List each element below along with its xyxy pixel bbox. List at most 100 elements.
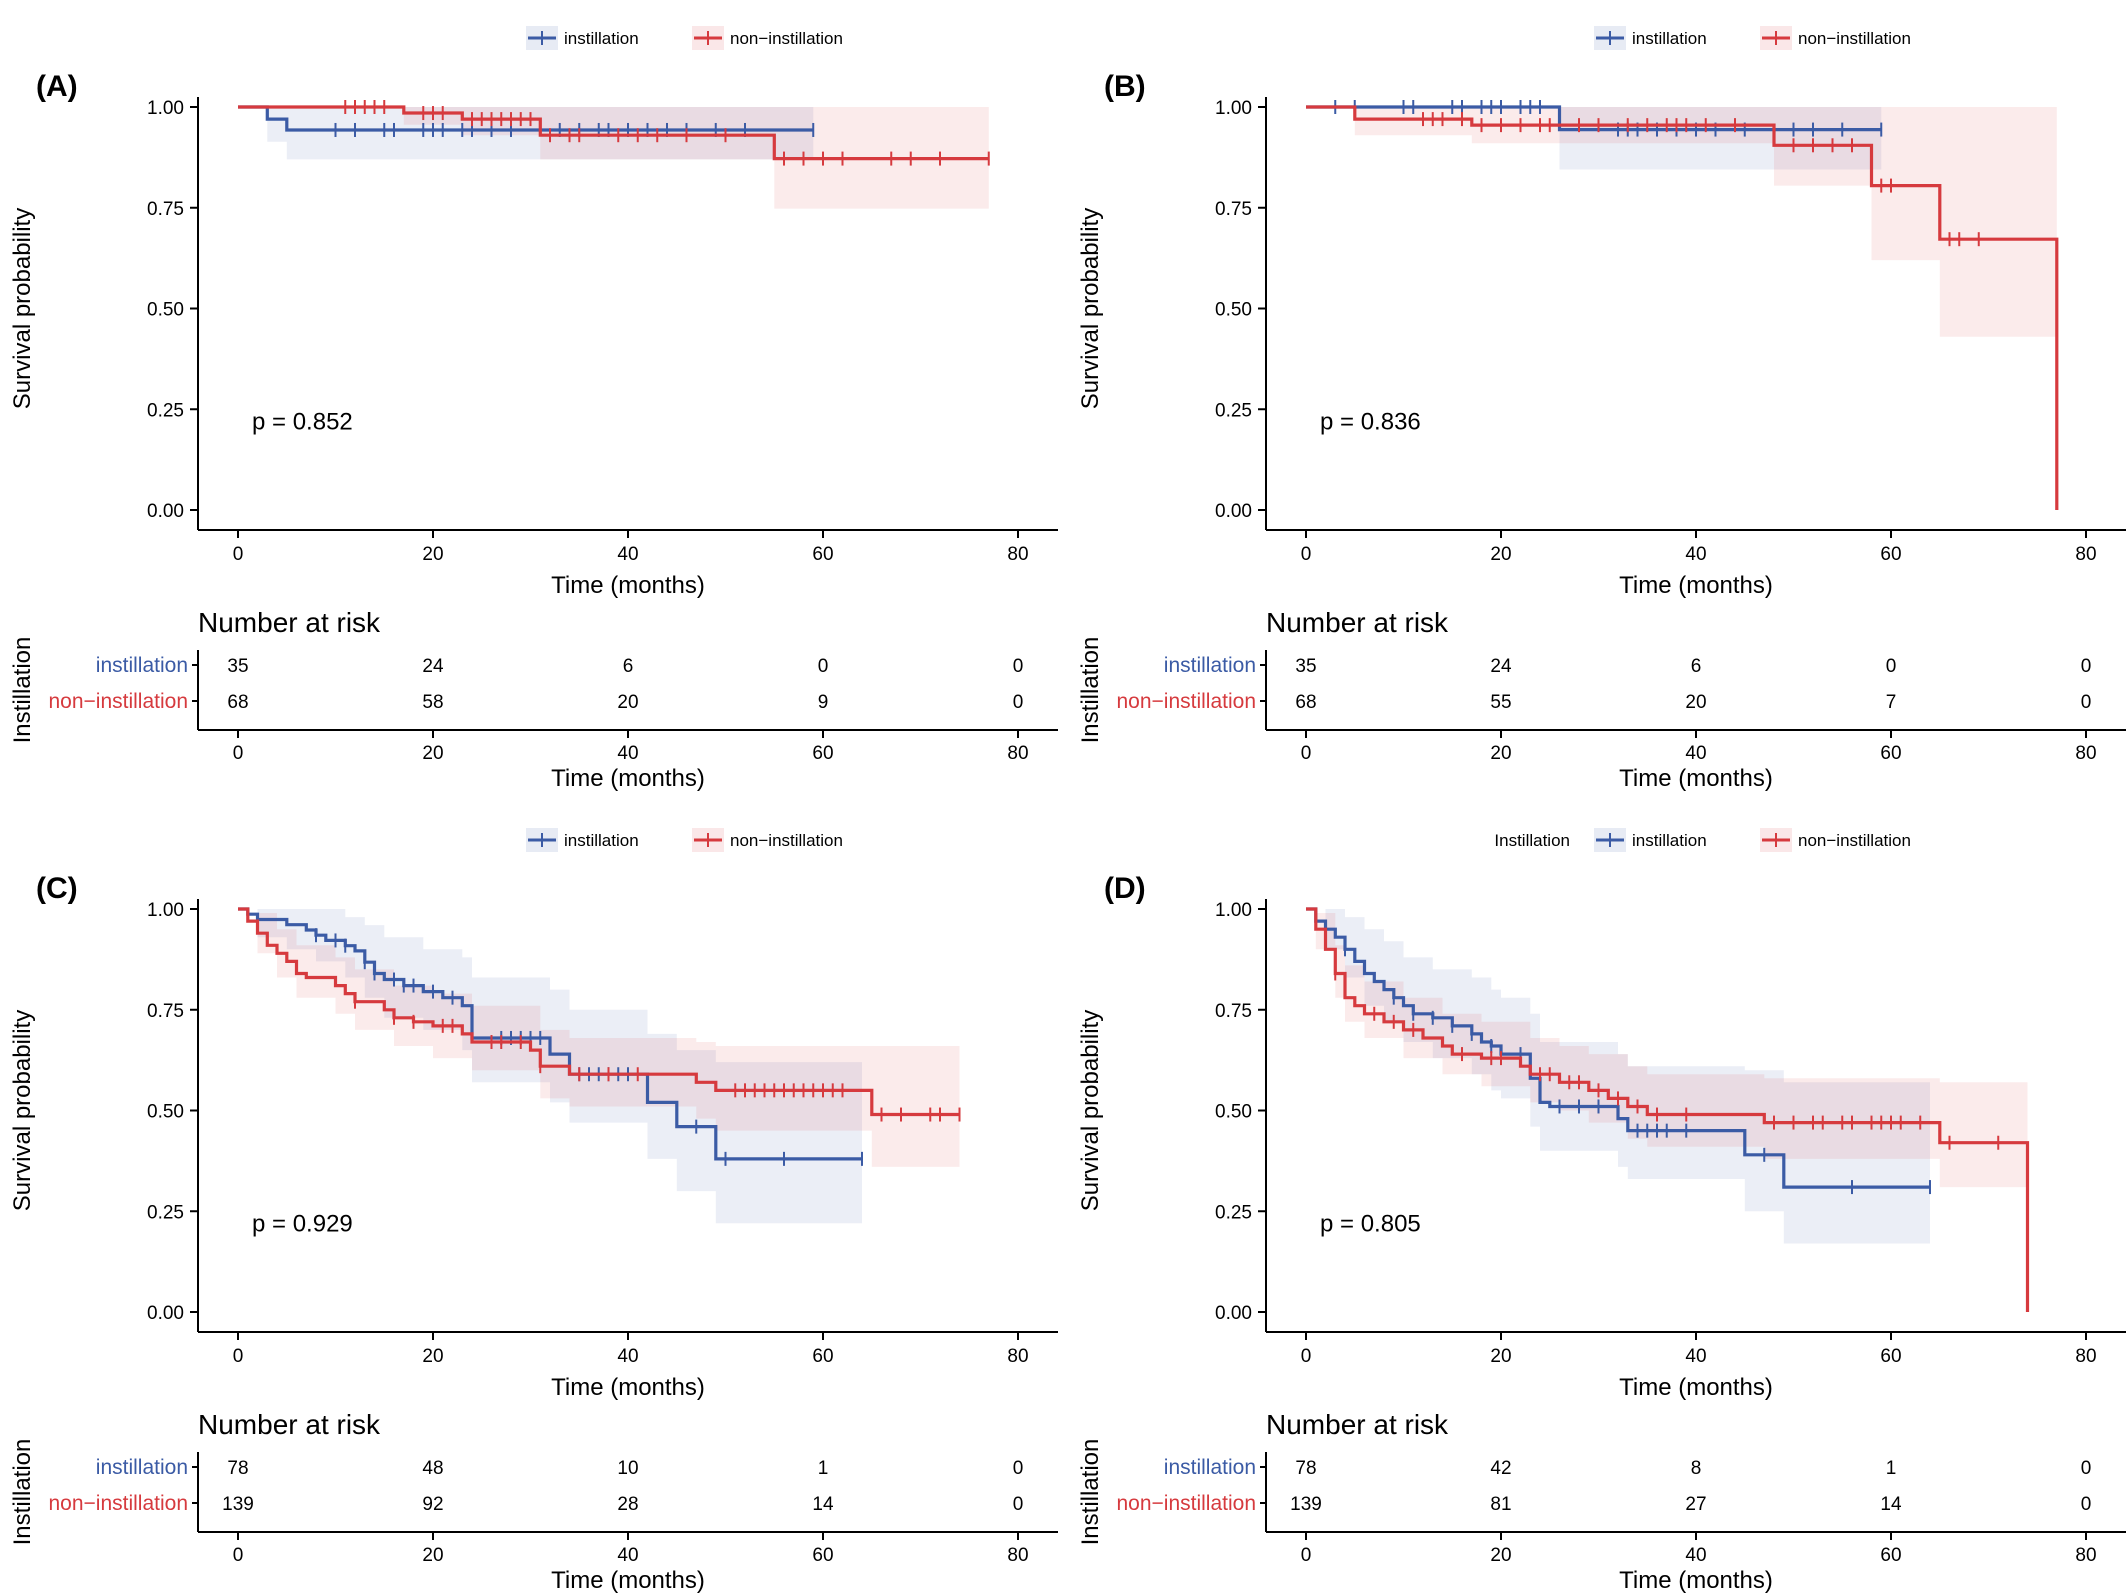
ci-band-instillation	[238, 107, 814, 160]
risk-x-tick-label: 20	[422, 743, 443, 764]
risk-table-title: Number at risk	[198, 1409, 381, 1440]
y-tick-label: 0.50	[147, 1102, 184, 1123]
risk-x-tick-label: 60	[1880, 743, 1901, 764]
panel-label: (D)	[1104, 872, 1146, 905]
risk-value: 48	[422, 1458, 443, 1479]
y-tick-label: 1.00	[147, 98, 184, 119]
x-tick-label: 20	[1490, 1346, 1511, 1367]
x-tick-label: 20	[422, 1346, 443, 1367]
legend-label: non−instillation	[1798, 29, 1911, 48]
risk-value: 55	[1490, 692, 1511, 713]
y-axis-label: Survival probability	[9, 1010, 36, 1211]
y-tick-label: 0.00	[147, 1303, 184, 1324]
risk-y-axis-label: Instillation	[1077, 1439, 1104, 1546]
risk-value: 8	[1691, 1458, 1702, 1479]
risk-value: 14	[812, 1494, 834, 1515]
x-tick-label: 20	[422, 544, 443, 565]
risk-x-tick-label: 20	[1490, 1545, 1511, 1566]
risk-value: 28	[617, 1494, 638, 1515]
x-axis-label: Time (months)	[551, 1374, 705, 1401]
survival-line-non_instillation	[1306, 907, 2030, 1312]
risk-x-tick-label: 80	[2075, 1545, 2096, 1566]
risk-value: 58	[422, 692, 443, 713]
risk-row-label: non−instillation	[1116, 690, 1256, 713]
risk-x-tick-label: 80	[1007, 1545, 1028, 1566]
y-tick-label: 0.50	[1215, 1102, 1252, 1123]
x-axis-label: Time (months)	[551, 572, 705, 599]
risk-value: 9	[818, 692, 829, 713]
x-tick-label: 40	[1685, 1346, 1706, 1367]
ci-band-non_instillation	[238, 909, 960, 1167]
risk-row-label: instillation	[96, 1456, 188, 1479]
risk-value: 24	[422, 656, 444, 677]
x-tick-label: 80	[1007, 544, 1028, 565]
y-tick-label: 0.75	[147, 199, 184, 220]
y-tick-label: 1.00	[1215, 900, 1252, 921]
p-value: p = 0.929	[252, 1210, 353, 1237]
risk-value: 20	[617, 692, 638, 713]
y-axis-label: Survival probability	[1077, 208, 1104, 409]
risk-value: 35	[1295, 656, 1316, 677]
x-tick-label: 0	[233, 544, 244, 565]
x-tick-label: 0	[1301, 544, 1312, 565]
risk-value: 0	[2081, 692, 2092, 713]
risk-value: 139	[222, 1494, 254, 1515]
x-tick-label: 60	[812, 1346, 833, 1367]
risk-value: 0	[1013, 1458, 1024, 1479]
y-tick-label: 1.00	[1215, 98, 1252, 119]
risk-value: 68	[1295, 692, 1316, 713]
y-tick-label: 0.50	[1215, 300, 1252, 321]
risk-value: 0	[2081, 1458, 2092, 1479]
x-tick-label: 40	[1685, 544, 1706, 565]
ci-band-non_instillation	[1306, 107, 2057, 337]
risk-x-tick-label: 40	[617, 743, 638, 764]
chart-panel-2: instillation non−instillation (C) 0 20 40 60 80…	[9, 828, 1058, 1594]
risk-x-axis-label: Time (months)	[551, 765, 705, 792]
risk-value: 6	[1691, 656, 1702, 677]
risk-value: 24	[1490, 656, 1512, 677]
x-tick-label: 60	[1880, 544, 1901, 565]
risk-value: 0	[2081, 1494, 2092, 1515]
risk-row-label: instillation	[1164, 1456, 1256, 1479]
y-tick-label: 0.25	[147, 400, 184, 421]
risk-x-axis-label: Time (months)	[1619, 1567, 1773, 1594]
risk-y-axis-label: Instillation	[1077, 637, 1104, 744]
risk-value: 42	[1490, 1458, 1511, 1479]
x-tick-label: 20	[1490, 544, 1511, 565]
legend-title: Instillation	[1494, 831, 1570, 850]
legend-label: instillation	[1632, 831, 1707, 850]
risk-table-title: Number at risk	[1266, 1409, 1449, 1440]
risk-value: 27	[1685, 1494, 1706, 1515]
risk-row-label: non−instillation	[1116, 1492, 1256, 1515]
p-value: p = 0.852	[252, 408, 353, 435]
legend-label: instillation	[564, 29, 639, 48]
y-tick-label: 0.50	[147, 300, 184, 321]
x-axis-label: Time (months)	[1619, 572, 1773, 599]
x-axis-label: Time (months)	[1619, 1374, 1773, 1401]
risk-x-tick-label: 40	[1685, 743, 1706, 764]
risk-row-label: instillation	[1164, 654, 1256, 677]
risk-x-tick-label: 0	[1301, 1545, 1312, 1566]
risk-row-label: non−instillation	[48, 1492, 188, 1515]
risk-value: 0	[1013, 656, 1024, 677]
risk-row-label: instillation	[96, 654, 188, 677]
y-tick-label: 0.00	[147, 501, 184, 522]
risk-value: 78	[227, 1458, 248, 1479]
risk-value: 81	[1490, 1494, 1511, 1515]
y-tick-label: 0.25	[1215, 400, 1252, 421]
x-tick-label: 40	[617, 1346, 638, 1367]
x-tick-label: 80	[1007, 1346, 1028, 1367]
risk-value: 14	[1880, 1494, 1902, 1515]
legend-label: non−instillation	[730, 29, 843, 48]
chart-panel-3: Instillation instillation non−instillation…	[1077, 828, 2126, 1594]
risk-value: 92	[422, 1494, 443, 1515]
x-tick-label: 80	[2075, 1346, 2096, 1367]
risk-value: 68	[227, 692, 248, 713]
y-tick-label: 0.75	[1215, 199, 1252, 220]
risk-value: 139	[1290, 1494, 1322, 1515]
risk-value: 10	[617, 1458, 638, 1479]
risk-x-tick-label: 0	[1301, 743, 1312, 764]
x-tick-label: 0	[233, 1346, 244, 1367]
p-value: p = 0.805	[1320, 1210, 1421, 1237]
